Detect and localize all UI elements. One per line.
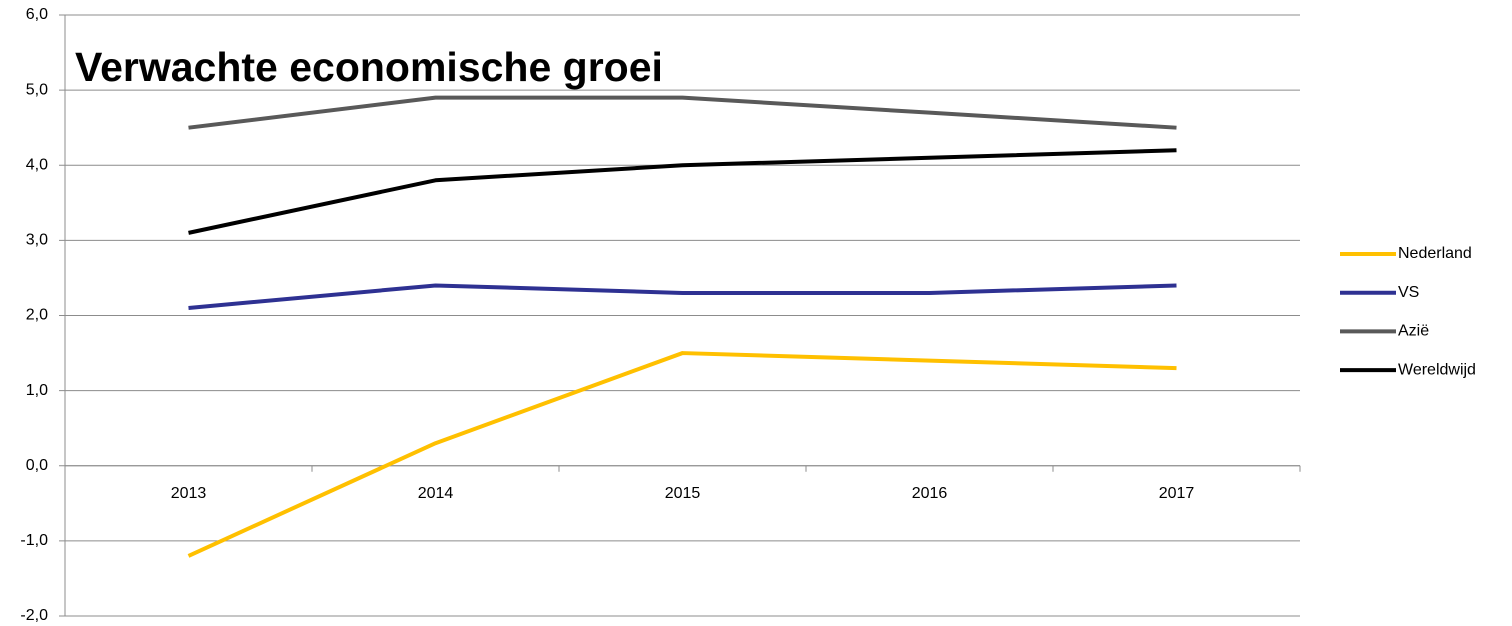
y-tick-label: -1,0 xyxy=(20,532,48,549)
series-line xyxy=(187,351,1177,558)
x-tick-label: 2017 xyxy=(1159,485,1195,502)
legend-label: VS xyxy=(1398,284,1419,301)
series-line xyxy=(188,95,1177,130)
legend-label: Nederland xyxy=(1398,245,1472,262)
x-tick-label: 2015 xyxy=(665,485,701,502)
y-tick-label: 2,0 xyxy=(26,307,48,324)
legend-label: Azië xyxy=(1398,323,1429,340)
x-tick-label: 2016 xyxy=(912,485,948,502)
y-tick-label: 5,0 xyxy=(26,81,48,98)
y-tick-label: 3,0 xyxy=(26,232,48,249)
legend-label: Wereldwijd xyxy=(1398,361,1476,378)
x-tick-label: 2014 xyxy=(418,485,454,502)
y-tick-label: 6,0 xyxy=(26,6,48,23)
series-line xyxy=(188,283,1177,310)
x-tick-label: 2013 xyxy=(171,485,207,502)
y-tick-label: 4,0 xyxy=(26,156,48,173)
y-tick-label: 1,0 xyxy=(26,382,48,399)
y-tick-label: -2,0 xyxy=(20,607,48,624)
chart-title: Verwachte economische groei xyxy=(75,44,663,90)
y-tick-label: 0,0 xyxy=(26,457,48,474)
series-line xyxy=(188,148,1177,235)
